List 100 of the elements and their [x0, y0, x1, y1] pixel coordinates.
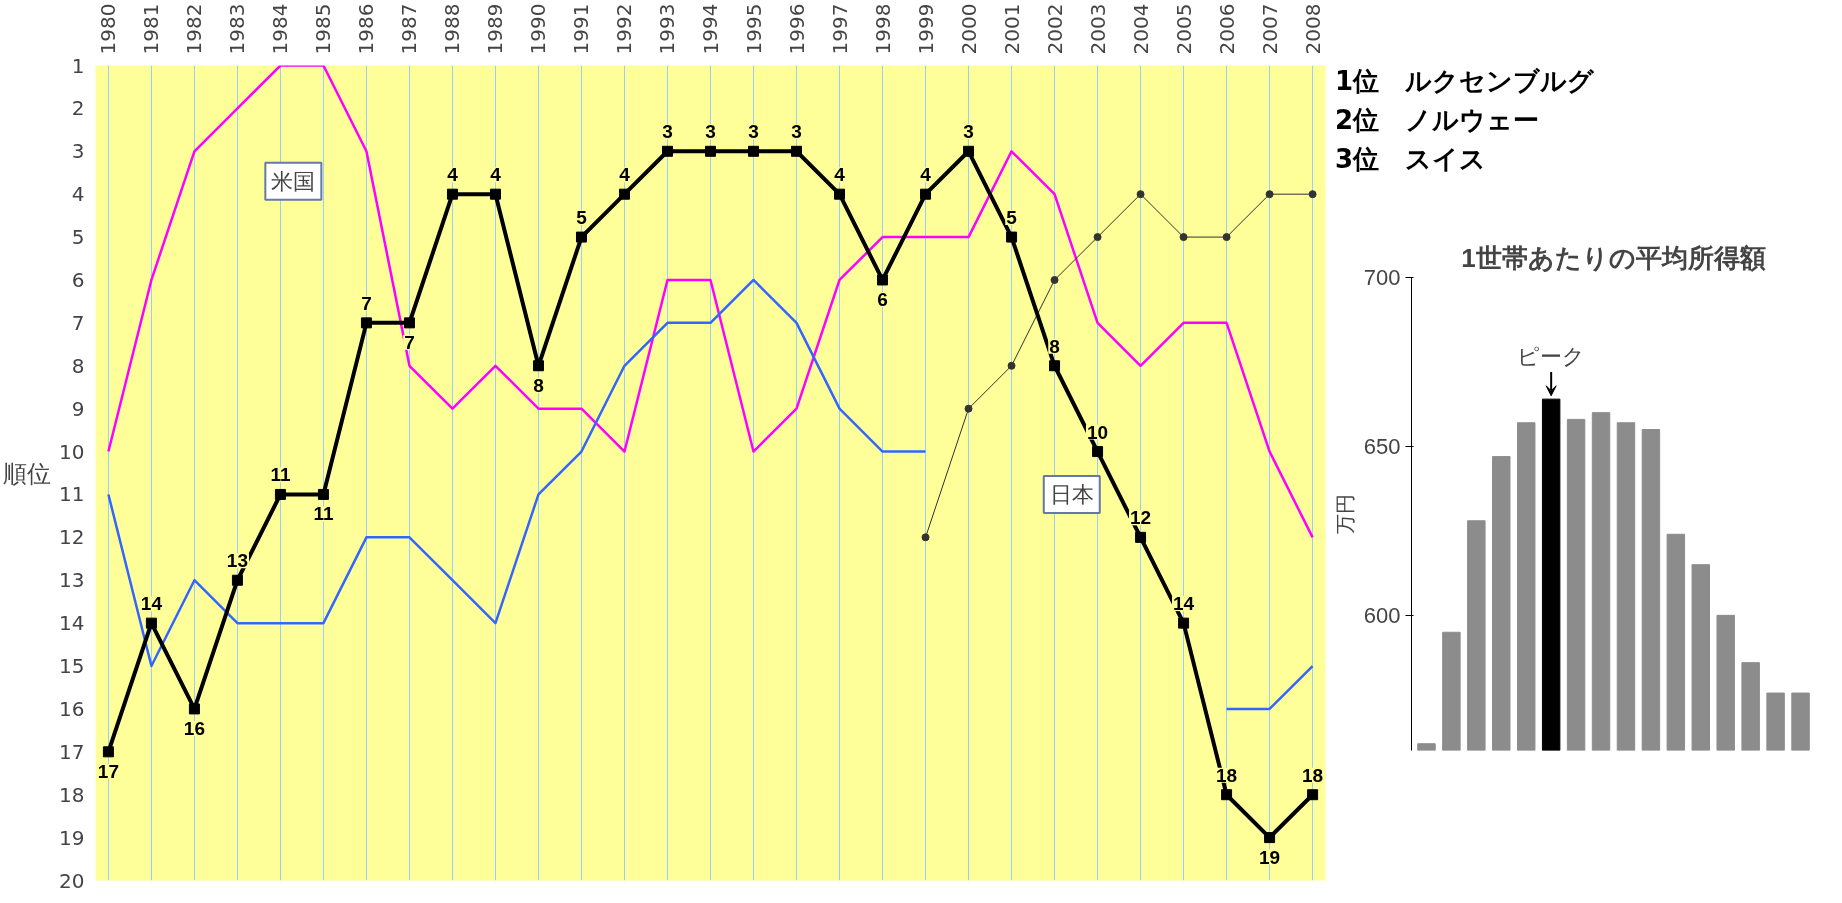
y-tick-label: 18	[59, 782, 85, 807]
x-tick-label: 2002	[1042, 3, 1067, 55]
annotation: ピーク	[1517, 344, 1586, 370]
y-tick-label: 5	[71, 225, 85, 250]
point	[1136, 190, 1145, 199]
x-tick-label: 1997	[827, 3, 852, 55]
point	[920, 188, 932, 200]
y-tick-label: 13	[59, 568, 85, 593]
data-label: 4	[834, 164, 846, 186]
text: 2位 ノルウェー	[1335, 104, 1541, 137]
y-tick-label: 4	[71, 182, 85, 207]
point	[360, 317, 372, 329]
x-tick-label: 1983	[225, 3, 250, 55]
x-tick-label: 2005	[1171, 3, 1196, 55]
x-tick-label: 1989	[483, 3, 508, 55]
data-label: 19	[1259, 846, 1281, 868]
y-tick-label: 14	[59, 611, 85, 636]
point	[231, 574, 243, 586]
point	[1222, 233, 1231, 242]
y-tick-label: 15	[59, 654, 85, 679]
line-series	[107, 65, 1314, 539]
y-tick-label: 16	[59, 696, 85, 721]
point	[532, 360, 544, 372]
data-label: 18	[1302, 764, 1324, 786]
point	[963, 145, 975, 157]
point	[748, 145, 760, 157]
y-tick-label: 7	[71, 310, 85, 335]
point	[791, 145, 803, 157]
x-tick-label: 2000	[956, 3, 981, 55]
x-tick-label: 1987	[397, 3, 422, 55]
x-tick-label: 2008	[1300, 3, 1325, 55]
point	[705, 145, 716, 157]
data-label: 7	[361, 292, 372, 314]
data-label: 3	[705, 121, 716, 143]
y-axis-title: 万円	[1333, 494, 1356, 534]
point	[877, 274, 889, 286]
y-tick-label: 700	[1363, 265, 1401, 290]
point	[102, 746, 114, 758]
data-label: 8	[533, 374, 544, 396]
x-tick-label: 1982	[182, 3, 207, 55]
x-tick-label: 1990	[526, 3, 551, 55]
data-label: 3	[963, 121, 974, 143]
x-tick-label: 1980	[96, 3, 121, 55]
point	[1135, 531, 1147, 543]
x-tick-label: 1993	[655, 3, 680, 55]
point	[1049, 360, 1061, 372]
x-tick-label: 1981	[139, 3, 164, 55]
y-tick-label: 20	[59, 868, 85, 893]
x-tick-label: 1988	[440, 3, 465, 55]
point	[403, 317, 415, 329]
x-tick-label: 1994	[698, 3, 723, 55]
point	[1006, 231, 1018, 243]
y-tick-label: 11	[59, 482, 85, 507]
x-tick-label: 2006	[1214, 3, 1239, 55]
point	[145, 617, 157, 629]
point	[489, 188, 501, 200]
y-tick-label: 9	[71, 396, 85, 421]
x-tick-label: 1992	[612, 3, 637, 55]
point	[1178, 617, 1190, 629]
y-tick-label: 12	[59, 525, 85, 550]
y-tick-label: 8	[71, 353, 85, 378]
x-tick-label: 1999	[913, 3, 938, 55]
x-tick-label: 2001	[999, 3, 1024, 55]
point	[1264, 832, 1276, 844]
data-label: 3	[748, 121, 759, 143]
point	[1093, 233, 1102, 242]
x-tick-label: 2007	[1257, 3, 1282, 55]
point	[1221, 789, 1233, 801]
data-label: 4	[447, 164, 459, 186]
x-tick-label: 1985	[311, 3, 336, 55]
y-axis-title: 順位	[3, 459, 52, 487]
y-tick-label: 650	[1363, 433, 1401, 459]
data-label: 13	[226, 550, 248, 572]
point	[1179, 233, 1188, 242]
point	[834, 188, 846, 200]
y-tick-label: 19	[59, 825, 85, 850]
data-label: 14	[1173, 593, 1195, 615]
y-tick-label: 17	[59, 739, 85, 764]
text: 1位 ルクセンブルグ	[1335, 65, 1595, 98]
point	[964, 404, 973, 413]
x-tick-label: 1991	[569, 3, 594, 55]
data-label: 14	[140, 593, 163, 615]
y-tick-label: 3	[71, 139, 85, 164]
y-tick-label: 6	[71, 267, 85, 292]
point	[1308, 190, 1317, 199]
y-tick-label: 10	[59, 439, 85, 464]
data-label: 17	[97, 760, 119, 782]
series-label: 日本	[1049, 481, 1094, 507]
data-label: 3	[662, 121, 673, 143]
x-tick-label: 2004	[1128, 3, 1153, 55]
data-label: 5	[576, 207, 588, 229]
point	[1007, 361, 1016, 370]
data-label: 11	[313, 503, 334, 525]
point	[274, 488, 286, 500]
data-label: 12	[1130, 507, 1152, 529]
data-label: 11	[270, 464, 291, 486]
y-tick-label: 600	[1363, 602, 1401, 628]
x-tick-label: 2003	[1085, 3, 1110, 55]
point	[188, 703, 200, 715]
y-tick-label: 2	[71, 96, 85, 121]
